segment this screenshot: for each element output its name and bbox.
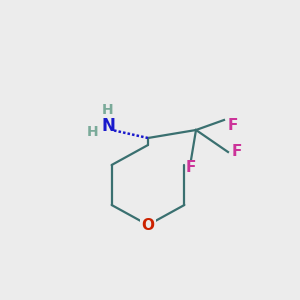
Text: O: O: [142, 218, 154, 232]
Text: H: H: [102, 103, 114, 117]
Text: F: F: [228, 118, 238, 134]
Text: N: N: [101, 117, 115, 135]
Text: F: F: [186, 160, 196, 175]
Text: H: H: [87, 125, 99, 139]
Text: F: F: [232, 145, 242, 160]
